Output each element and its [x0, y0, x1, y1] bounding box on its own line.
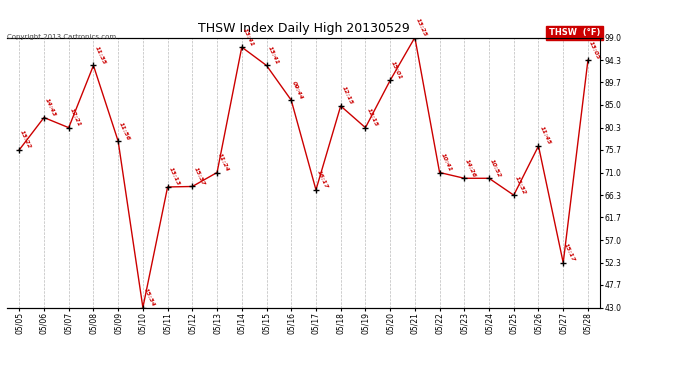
Title: THSW Index Daily High 20130529: THSW Index Daily High 20130529 [198, 22, 409, 35]
Text: 12:21: 12:21 [69, 107, 81, 128]
Text: 15:37: 15:37 [193, 166, 206, 186]
Text: 11:24: 11:24 [217, 152, 230, 172]
Text: 09:44: 09:44 [291, 80, 304, 100]
Text: 14:43: 14:43 [44, 97, 57, 117]
Text: 13:22: 13:22 [19, 130, 32, 150]
Text: Copyright 2013 Cartronics.com: Copyright 2013 Cartronics.com [7, 34, 116, 40]
Text: 13:05: 13:05 [588, 40, 601, 60]
Text: THSW  (°F): THSW (°F) [549, 28, 600, 38]
Text: 13:41: 13:41 [266, 45, 279, 66]
Text: 13:41: 13:41 [241, 27, 255, 47]
Text: 11:56: 11:56 [118, 121, 131, 141]
Text: 10:52: 10:52 [489, 158, 502, 178]
Text: 10:41: 10:41 [440, 152, 453, 172]
Text: 11:45: 11:45 [538, 126, 551, 146]
Text: 11:35: 11:35 [93, 45, 106, 66]
Text: 15:01: 15:01 [390, 60, 403, 80]
Text: 15:34: 15:34 [143, 287, 156, 308]
Text: 13:25: 13:25 [415, 17, 428, 38]
Text: 12:15: 12:15 [366, 107, 378, 128]
Text: 12:15: 12:15 [341, 86, 354, 106]
Text: 13:32: 13:32 [514, 175, 526, 195]
Text: 15:17: 15:17 [563, 242, 576, 262]
Text: 16:17: 16:17 [316, 170, 329, 190]
Text: 13:13: 13:13 [168, 167, 181, 187]
Text: 14:26: 14:26 [464, 158, 477, 178]
